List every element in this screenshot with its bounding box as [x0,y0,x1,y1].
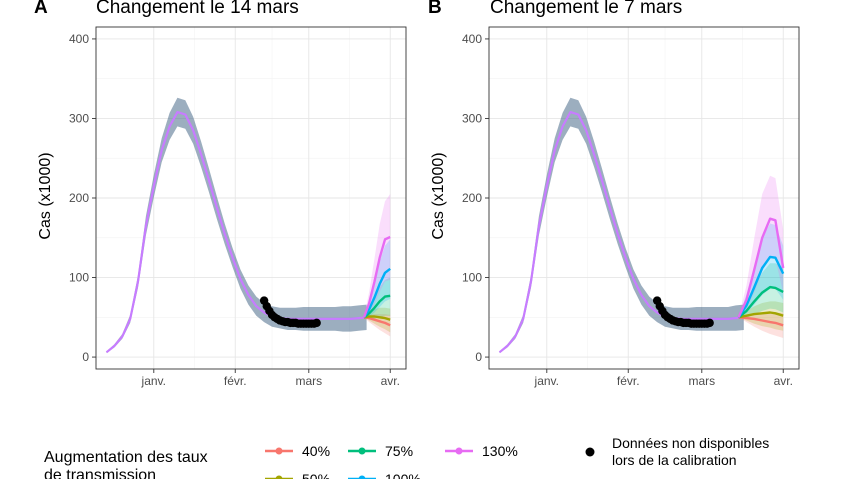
panel-a-line-100pct [362,267,391,318]
panel-b-baseline-line [498,111,744,354]
panel-a-lines [105,111,391,354]
panel-a-x-tick-label: janv. [141,374,166,388]
panel-a-line-130pct [362,235,391,318]
panel-b-y-tick-label-200: 200 [462,191,482,205]
panel-b-line-75pct [737,285,784,319]
panel-b-line-40pct [738,316,784,327]
panel-a-bands [106,97,391,354]
panel-a-line-40pct [363,316,391,327]
panel-b-x-tick-label: févr. [617,374,640,388]
panel-b-title: Changement le 7 mars [490,0,682,18]
panel-a-title: Changement le 14 mars [96,0,299,18]
panel-b-y-axis-title: Cas (x1000) [430,152,447,239]
panel-a-y-tick-label-400: 400 [69,32,89,46]
panel-b-y-tick-label-100: 100 [462,271,482,285]
panel-b-axes: 0 100 200 300 400 janv. févr. mars avr. [462,26,800,388]
legend-key-dot-75 [358,447,366,455]
panel-b-x-tick-label: avr. [774,374,793,388]
legend-label-75: 75% [385,443,413,459]
panel-a-y-tick-label-0: 0 [82,350,89,364]
panel-b-y-tick-label-400: 400 [462,32,482,46]
panel-a-x-tick-label: févr. [224,374,247,388]
panel-b-lines [498,111,785,354]
panel-b-y-tick-label-0: 0 [475,350,482,364]
panel-a-x-tick-label: avr. [381,374,400,388]
panel-a-baseline-band [106,97,367,354]
panel-a-observed-point [312,318,321,328]
legend-observed-line2: lors de la calibration [612,452,737,468]
legend-title-line2: de transmission [44,467,156,479]
panel-b-observed-point [705,318,714,328]
panel-a-x-tick-label: mars [295,374,322,388]
legend-title-line1: Augmentation des taux [44,449,208,466]
legend-key-dot-40 [275,447,283,455]
panel-a-y-tick-label-100: 100 [69,271,89,285]
panel-a-baseline-line [105,111,367,354]
legend-key-dot-50 [275,475,283,479]
panel-a-grid [96,27,406,369]
panel-b-x-tick-label: mars [688,374,715,388]
panel-b-observed-points [652,296,714,328]
legend-label-50: 50% [302,471,330,479]
panel-b-band-75pct [738,263,784,319]
legend-key-dot-130 [455,447,463,455]
legend: Augmentation des taux de transmission 40… [44,435,769,479]
panel-b-baseline-band [499,97,744,354]
panel-a-y-tick-label-300: 300 [69,111,89,125]
panel-a-frame [95,26,407,370]
panel-a-line-50pct [363,315,391,321]
legend-key-dot-100 [358,475,366,479]
panel-a-letter: A [34,0,48,18]
legend-label-40: 40% [302,443,330,459]
panel-a-band-130pct [364,194,391,318]
panel-a-y-axis-title: Cas (x1000) [37,152,54,239]
panel-a-y-tick-label-200: 200 [69,191,89,205]
panel-a: A Changement le 14 mars Cas (x1000) 0 100… [34,0,407,388]
panel-a-observed-points [259,296,321,328]
legend-observed-dot [585,447,595,457]
panel-b-line-50pct [738,311,784,319]
panel-b-line-100pct [737,255,785,318]
panel-b-x-tick-label: janv. [534,374,559,388]
panel-a-axes: 0 100 200 300 400 janv. févr. mars avr. [69,26,407,388]
panel-b-letter: B [428,0,442,18]
panel-b-frame [488,26,800,370]
panel-b: B Changement le 7 mars Cas (x1000) 0 100 2… [428,0,800,388]
panel-b-line-130pct [737,217,785,318]
panel-a-line-75pct [363,294,391,319]
legend-label-130: 130% [482,443,518,459]
legend-label-100: 100% [385,471,421,479]
panel-b-y-tick-label-300: 300 [462,111,482,125]
legend-observed-line1: Données non disponibles [612,435,769,451]
